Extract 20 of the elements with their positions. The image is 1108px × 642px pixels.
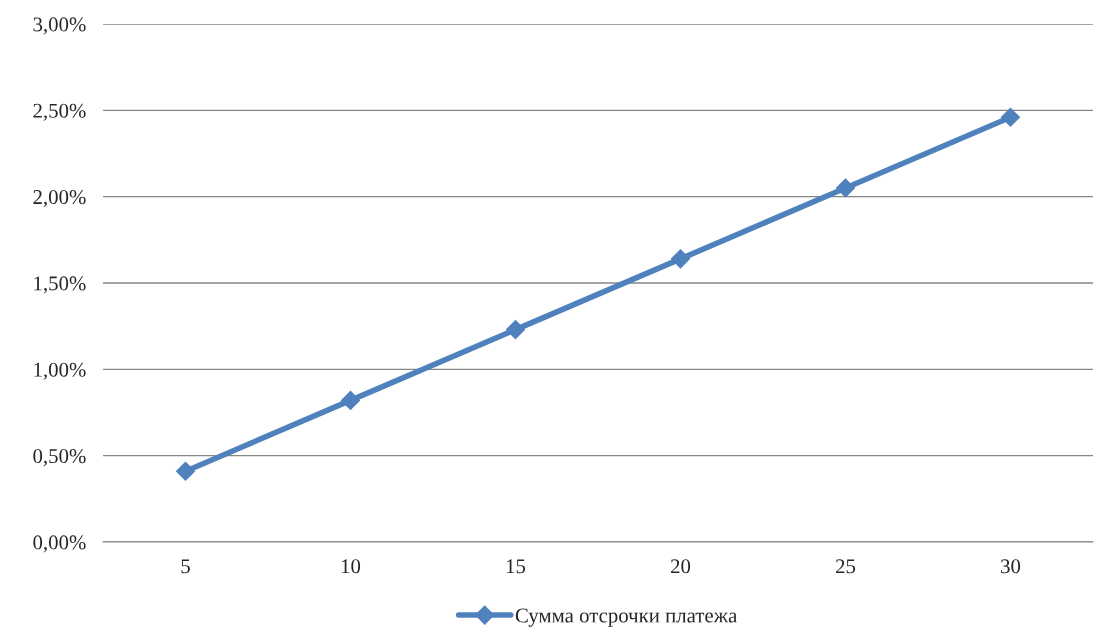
point xyxy=(1000,107,1021,127)
legend-label: Сумма отсрочки платежа xyxy=(515,608,738,627)
y-tick-label: 1,00% xyxy=(34,362,86,380)
y-tick-label: 1,50% xyxy=(34,276,86,294)
x-tick-label: 10 xyxy=(341,559,361,574)
y-tick-label: 0,00% xyxy=(33,535,86,553)
point xyxy=(175,461,196,481)
point xyxy=(505,320,526,340)
y-tick-label: 2,00% xyxy=(33,190,86,208)
y-tick-label: 2,50% xyxy=(33,103,86,121)
point xyxy=(670,249,691,269)
x-tick-label: 15 xyxy=(506,559,526,574)
y-tick-label: 3,00% xyxy=(33,17,86,35)
x-tick-label: 5 xyxy=(181,559,190,574)
y-tick-label: 0,50% xyxy=(33,449,86,467)
point xyxy=(835,178,856,198)
x-tick-label: 30 xyxy=(1001,559,1021,574)
x-tick-label: 25 xyxy=(836,559,856,574)
x-tick-label: 20 xyxy=(671,559,691,574)
point xyxy=(340,390,361,410)
